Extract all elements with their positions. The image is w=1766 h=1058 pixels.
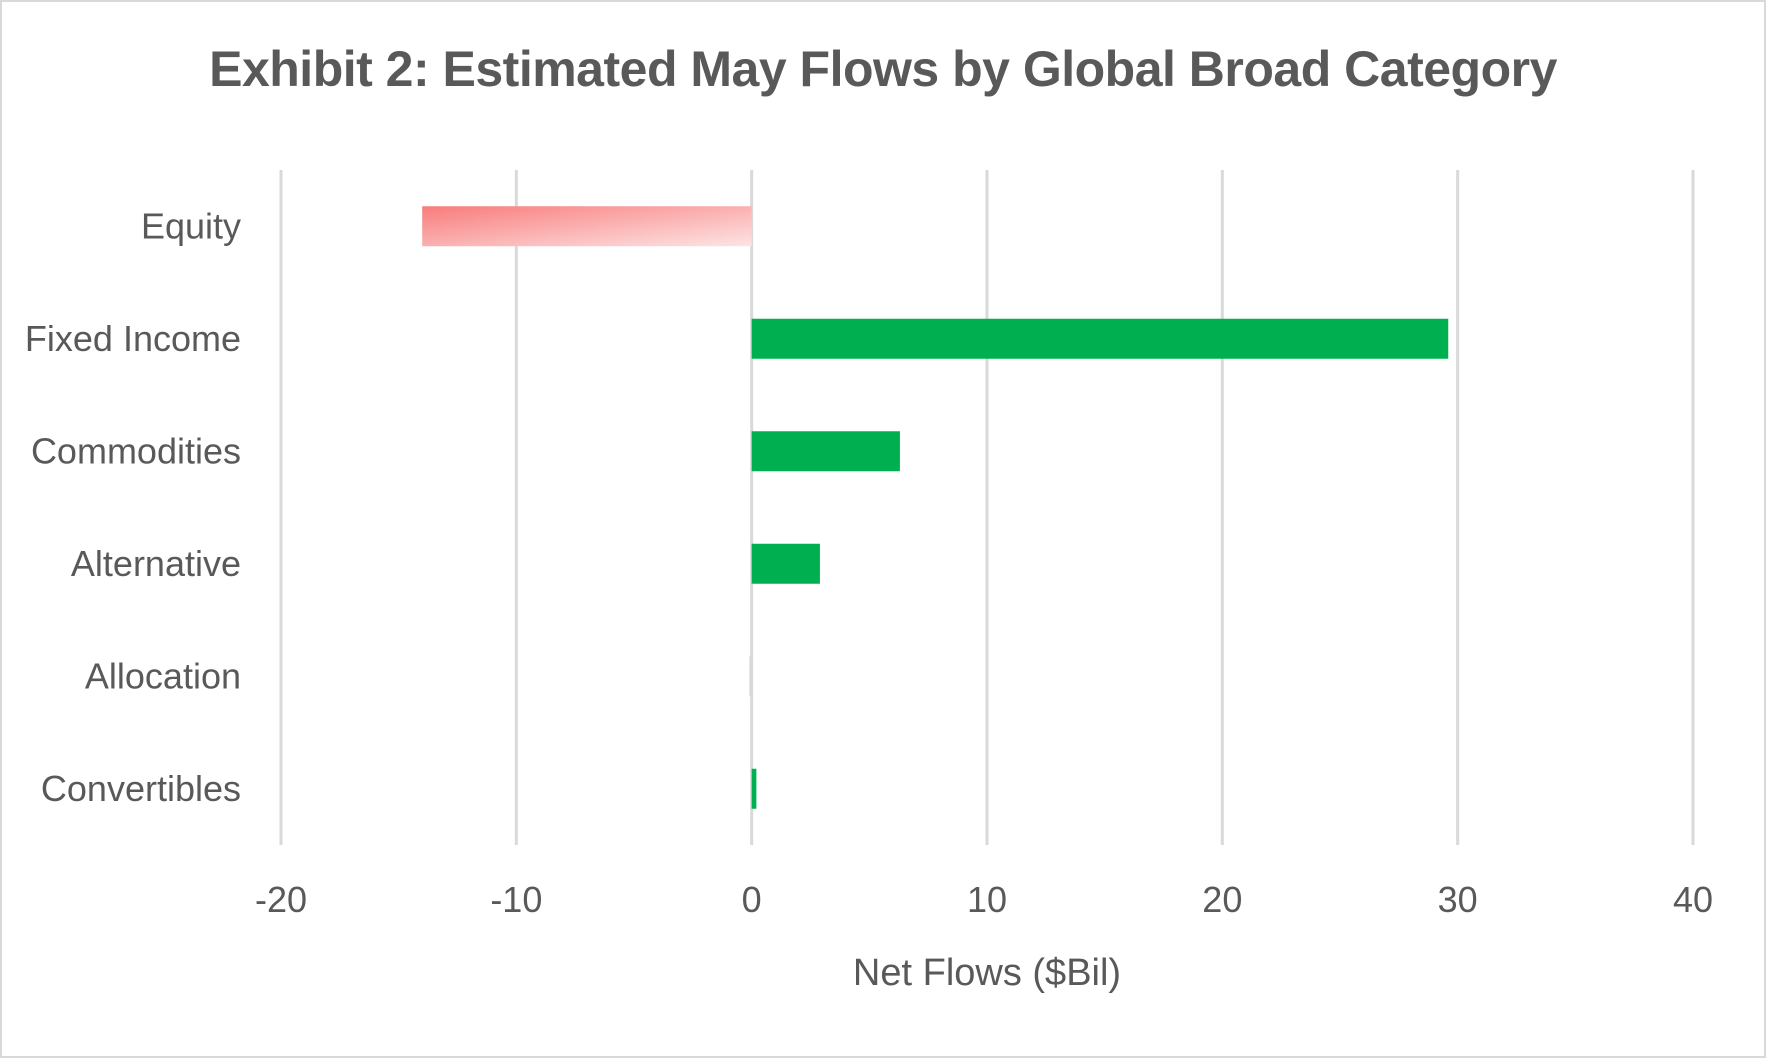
x-axis-tick-labels: -20 -10 0 10 20 30 40 bbox=[255, 879, 1713, 920]
category-label: Equity bbox=[141, 205, 241, 246]
category-label: Commodities bbox=[31, 430, 241, 471]
category-label: Fixed Income bbox=[25, 318, 241, 359]
bar-commodities bbox=[751, 431, 900, 472]
x-tick-label: 10 bbox=[967, 879, 1007, 920]
x-tick-label: -10 bbox=[490, 879, 542, 920]
bar-fixed-income bbox=[751, 318, 1449, 359]
bar-alternative bbox=[751, 543, 820, 584]
x-tick-label: -20 bbox=[255, 879, 307, 920]
category-label: Alternative bbox=[71, 543, 241, 584]
bars bbox=[422, 206, 1449, 809]
x-tick-label: 30 bbox=[1438, 879, 1478, 920]
x-tick-label: 20 bbox=[1202, 879, 1242, 920]
bar-allocation bbox=[749, 656, 752, 697]
category-label: Allocation bbox=[85, 655, 241, 696]
x-tick-label: 40 bbox=[1673, 879, 1713, 920]
grid-lines bbox=[279, 170, 1695, 845]
x-axis-title: Net Flows ($Bil) bbox=[853, 952, 1121, 994]
x-tick-label: 0 bbox=[742, 879, 762, 920]
bar-convertibles bbox=[751, 768, 757, 809]
bar-equity bbox=[422, 206, 752, 247]
category-labels: Equity Fixed Income Commodities Alternative… bbox=[25, 205, 241, 809]
chart-title: Exhibit 2: Estimated May Flows by Global… bbox=[209, 41, 1557, 97]
category-label: Convertibles bbox=[41, 768, 241, 809]
